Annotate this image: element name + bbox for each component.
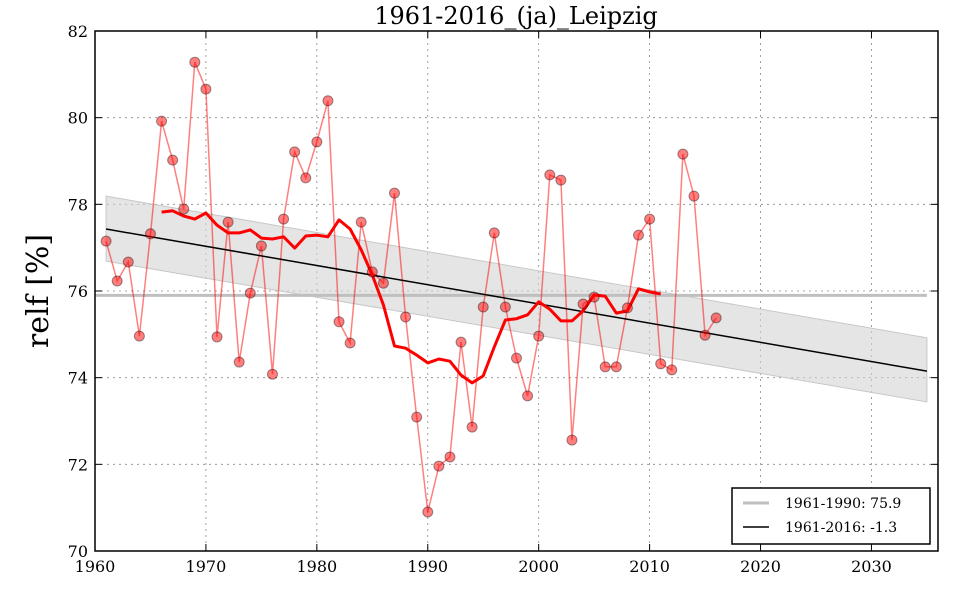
data-point: [677, 148, 689, 160]
data-point: [488, 227, 500, 239]
data-point: [688, 190, 700, 202]
data-point: [167, 154, 179, 166]
trend-line: [105, 228, 928, 372]
x-tick-label: 2030: [851, 557, 892, 576]
chart-title: 1961-2016_(ja)_Leipzig: [374, 2, 658, 30]
data-point: [289, 146, 301, 158]
data-point: [133, 330, 145, 342]
data-point: [222, 216, 234, 228]
data-point: [311, 136, 323, 148]
data-point: [355, 216, 367, 228]
data-point: [555, 174, 567, 186]
data-point: [621, 302, 633, 314]
data-point: [522, 390, 534, 402]
data-point: [144, 228, 156, 240]
data-point: [278, 213, 290, 225]
data-point: [156, 115, 168, 127]
x-tick-label: 1960: [75, 557, 116, 576]
data-point: [633, 229, 645, 241]
data-point: [577, 298, 589, 310]
x-tick-label: 2000: [518, 557, 559, 576]
legend-label-trend: 1961-2016: -1.3: [785, 520, 897, 536]
data-point: [511, 352, 522, 364]
y-tick-label: 82: [68, 22, 88, 41]
data-point: [388, 187, 400, 199]
data-point: [455, 336, 467, 348]
data-point: [444, 451, 456, 463]
data-point: [244, 287, 256, 299]
y-tick-label: 80: [68, 109, 88, 128]
y-tick-label: 70: [68, 542, 88, 561]
data-point: [599, 361, 611, 373]
data-point: [588, 291, 600, 303]
data-point: [300, 172, 312, 184]
legend: 1961-1990: 75.9 1961-2016: -1.3: [731, 487, 931, 545]
data-point: [333, 316, 345, 328]
data-point: [610, 361, 622, 373]
x-tick-label: 2020: [740, 557, 781, 576]
data-point: [666, 364, 678, 376]
data-point: [322, 95, 334, 107]
data-point: [644, 213, 656, 225]
data-point: [477, 301, 489, 313]
y-tick-label: 72: [68, 455, 88, 474]
x-tick-label: 1980: [296, 557, 337, 576]
data-point: [211, 331, 223, 343]
data-point: [544, 169, 556, 181]
data-point: [433, 460, 445, 472]
data-point: [566, 434, 578, 446]
data-point: [111, 275, 123, 287]
data-point: [499, 301, 511, 313]
y-tick-label: 78: [68, 195, 88, 214]
data-point: [233, 356, 245, 368]
moving-average-line: [161, 209, 661, 385]
data-point: [266, 368, 278, 380]
data-point: [200, 83, 212, 95]
data-point: [377, 277, 389, 289]
data-point: [255, 240, 267, 252]
data-point: [699, 329, 711, 341]
plot-area: 1960 1970 1980 1990 2000 2010 2020 2030 70 72 74 76…: [68, 22, 939, 576]
data-point: [533, 330, 545, 342]
x-tick-label: 2010: [629, 557, 670, 576]
data-point: [422, 506, 434, 518]
x-tick-label: 1970: [186, 557, 227, 576]
y-tick-label: 76: [68, 282, 88, 301]
data-point: [411, 411, 423, 423]
y-axis-label: relf [%]: [21, 234, 56, 348]
y-tick-label: 74: [68, 369, 88, 388]
data-point: [100, 235, 112, 247]
data-point: [122, 256, 134, 268]
data-point: [178, 203, 190, 215]
data-point: [189, 56, 201, 68]
x-tick-label: 1990: [407, 557, 448, 576]
data-point: [655, 358, 667, 370]
legend-label-baseline: 1961-1990: 75.9: [785, 496, 901, 512]
data-point: [710, 312, 722, 324]
data-point: [344, 337, 356, 349]
data-point: [366, 266, 378, 278]
data-point: [466, 421, 478, 433]
legend-box: [731, 487, 931, 545]
data-point: [400, 311, 412, 323]
